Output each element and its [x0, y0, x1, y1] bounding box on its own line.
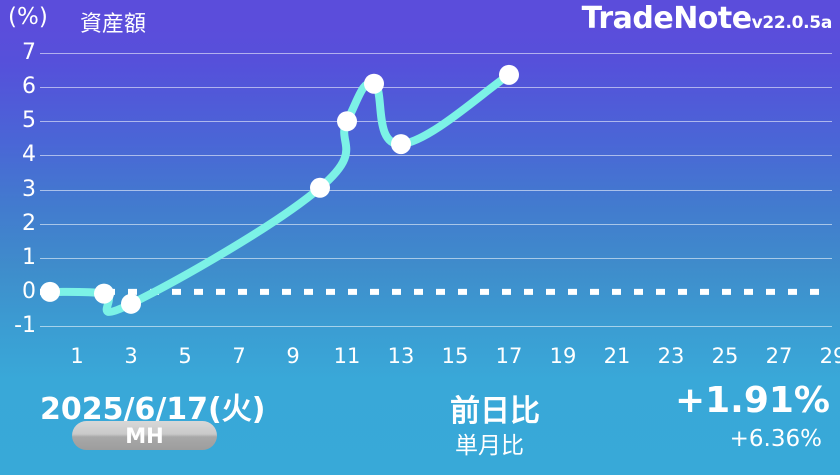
x-tick-1: 1 [70, 344, 84, 368]
monthly-change-label: 単月比 [455, 433, 524, 459]
previous-day-change-label: 前日比 [450, 394, 540, 429]
page-title: 資産額 [80, 12, 147, 37]
x-tick-5: 5 [178, 344, 192, 368]
gridline-6 [40, 87, 832, 88]
brand-name: TradeNote [581, 1, 752, 36]
data-point-marker[interactable] [121, 293, 141, 314]
data-point-marker[interactable] [364, 73, 384, 94]
x-tick-3: 3 [124, 344, 138, 368]
x-tick-11: 11 [333, 344, 361, 368]
gridline-3 [40, 190, 832, 191]
data-point-marker[interactable] [391, 134, 411, 155]
x-tick-13: 13 [387, 344, 415, 368]
data-point-marker[interactable] [310, 177, 330, 198]
x-tick-29: 29 [819, 344, 840, 368]
monthly-change-value: +6.36% [729, 426, 822, 452]
data-point-marker[interactable] [499, 64, 519, 85]
mode-mh-button[interactable]: MH [72, 421, 217, 450]
y-tick-2: 2 [22, 210, 36, 236]
chart-header: (%) 資産額 TradeNote v22.0.5a [0, 0, 840, 40]
gridline-7 [40, 53, 832, 54]
y-tick-6: 6 [22, 74, 36, 100]
gridline-5 [40, 121, 832, 122]
y-axis-labels: 7 6 5 4 3 2 1 0 -1 [0, 40, 40, 340]
asset-line-path [46, 70, 513, 316]
asset-line-series [40, 64, 832, 316]
x-tick-23: 23 [657, 344, 685, 368]
x-axis-labels: 1 3 5 7 9 11 13 15 17 19 21 23 25 27 29 [0, 340, 840, 378]
x-tick-19: 19 [549, 344, 577, 368]
previous-day-change-value: +1.91% [674, 380, 830, 421]
brand-version: v22.0.5a [751, 13, 833, 33]
x-tick-21: 21 [603, 344, 631, 368]
y-tick-1: 1 [22, 244, 36, 270]
gridline-2 [40, 224, 832, 225]
app-brand: TradeNote v22.0.5a [581, 1, 833, 36]
y-tick-5: 5 [22, 108, 36, 134]
data-point-marker[interactable] [94, 283, 114, 304]
data-point-marker[interactable] [337, 111, 357, 132]
gridline-1 [40, 258, 832, 259]
x-tick-15: 15 [441, 344, 469, 368]
data-point-marker[interactable] [40, 281, 60, 302]
x-tick-17: 17 [495, 344, 523, 368]
y-tick-0: 0 [22, 278, 36, 304]
x-tick-9: 9 [286, 344, 300, 368]
x-tick-7: 7 [232, 344, 246, 368]
chart-footer: 2025/6/17(火) MH 前日比 +1.91% 単月比 +6.36% [0, 378, 840, 475]
y-axis-unit-label: (%) [8, 4, 48, 30]
x-tick-25: 25 [711, 344, 739, 368]
y-tick-4: 4 [22, 142, 36, 168]
y-tick-7: 7 [22, 40, 36, 65]
mode-mh-label: MH [125, 423, 164, 448]
gridline-4 [40, 155, 832, 156]
x-tick-27: 27 [765, 344, 793, 368]
gridline--1 [40, 326, 832, 327]
y-tick-3: 3 [22, 176, 36, 202]
chart-plot-area: 7 6 5 4 3 2 1 0 -1 [0, 40, 840, 340]
y-tick--1: -1 [14, 313, 36, 338]
